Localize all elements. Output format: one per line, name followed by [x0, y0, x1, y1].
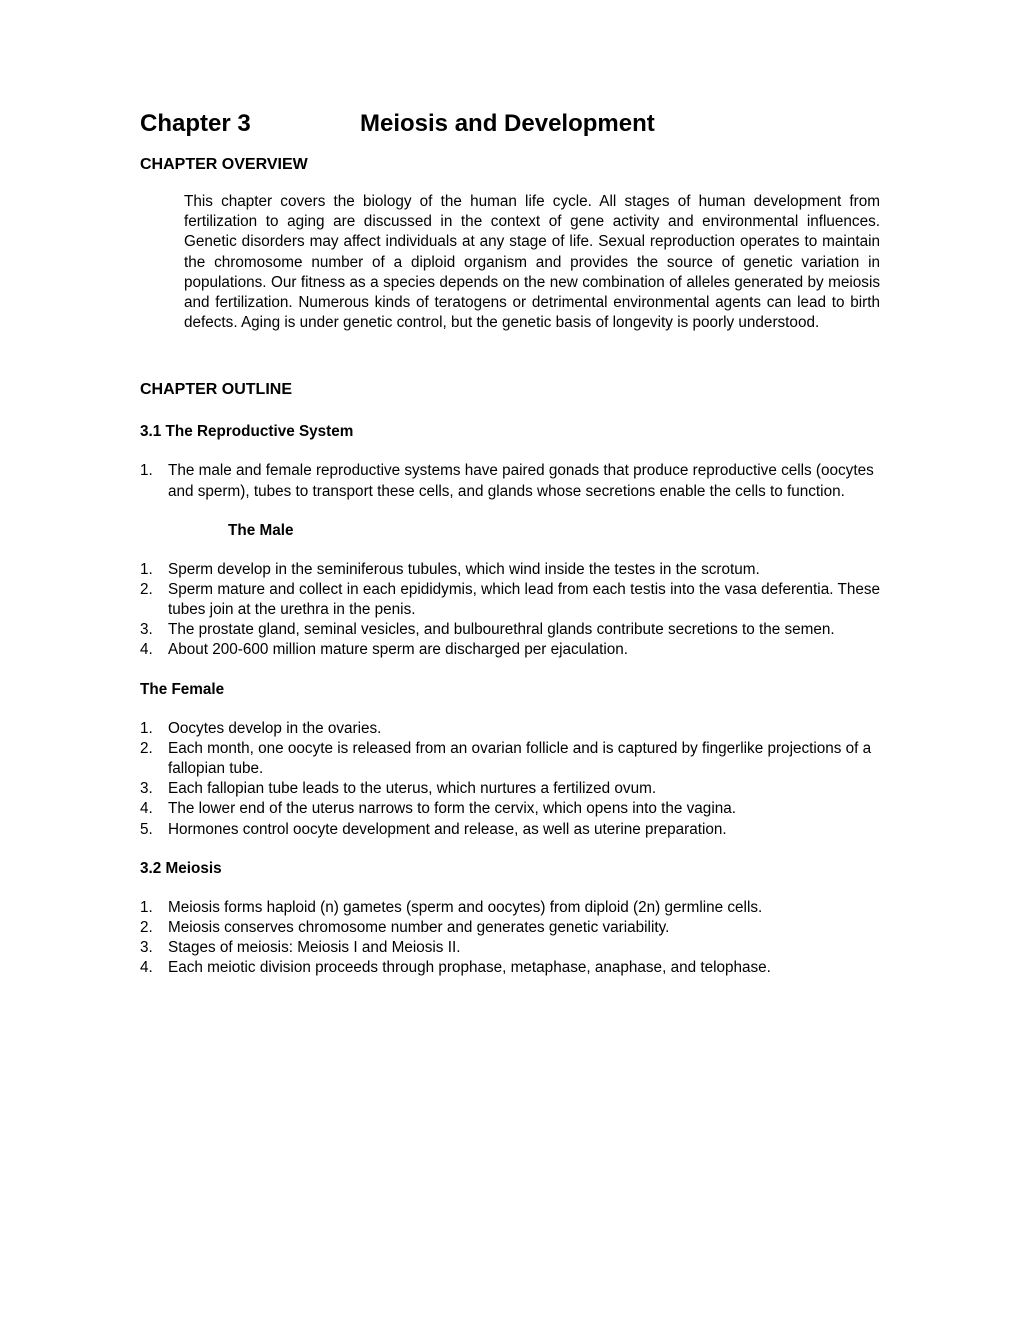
item-number: 2.: [140, 580, 160, 600]
subsection-title: 3.2 Meiosis: [140, 860, 880, 878]
item-number: 3.: [140, 779, 160, 799]
outline-item: 3.Stages of meiosis: Meiosis I and Meios…: [140, 938, 880, 958]
outline-item: 2.Meiosis conserves chromosome number an…: [140, 918, 880, 938]
outline-list: 1.Sperm develop in the seminiferous tubu…: [140, 560, 880, 661]
chapter-name: Meiosis and Development: [360, 110, 655, 137]
outline-list: 1.Oocytes develop in the ovaries.2.Each …: [140, 719, 880, 840]
outline-item: 1.Oocytes develop in the ovaries.: [140, 719, 880, 739]
outline-item: 4.The lower end of the uterus narrows to…: [140, 799, 880, 819]
item-number: 3.: [140, 620, 160, 640]
subsection-subheading: The Male: [228, 522, 880, 540]
overview-heading: CHAPTER OVERVIEW: [140, 156, 880, 174]
item-number: 5.: [140, 820, 160, 840]
outline-list: 1.The male and female reproductive syste…: [140, 461, 880, 501]
outline-item: 1.Sperm develop in the seminiferous tubu…: [140, 560, 880, 580]
item-number: 3.: [140, 938, 160, 958]
subsection-subheading: The Female: [140, 681, 880, 699]
item-number: 2.: [140, 739, 160, 759]
outline-item: 1.Meiosis forms haploid (n) gametes (spe…: [140, 898, 880, 918]
outline-item: 4.Each meiotic division proceeds through…: [140, 958, 880, 978]
item-number: 1.: [140, 719, 160, 739]
item-number: 1.: [140, 898, 160, 918]
item-number: 4.: [140, 958, 160, 978]
item-number: 1.: [140, 560, 160, 580]
outline-item: 1.The male and female reproductive syste…: [140, 461, 880, 501]
outline-item: 3.The prostate gland, seminal vesicles, …: [140, 620, 880, 640]
outline-item: 3.Each fallopian tube leads to the uteru…: [140, 779, 880, 799]
outline-heading: CHAPTER OUTLINE: [140, 381, 880, 399]
chapter-number: Chapter 3: [140, 110, 360, 138]
overview-text: This chapter covers the biology of the h…: [184, 192, 880, 333]
item-number: 4.: [140, 640, 160, 660]
outline-container: 3.1 The Reproductive System 1.The male an…: [140, 423, 880, 978]
outline-item: 2.Each month, one oocyte is released fro…: [140, 739, 880, 779]
outline-item: 5.Hormones control oocyte development an…: [140, 820, 880, 840]
item-number: 1.: [140, 461, 160, 481]
item-number: 4.: [140, 799, 160, 819]
outline-item: 2.Sperm mature and collect in each epidi…: [140, 580, 880, 620]
item-number: 2.: [140, 918, 160, 938]
outline-item: 4.About 200-600 million mature sperm are…: [140, 640, 880, 660]
chapter-title: Chapter 3Meiosis and Development: [140, 110, 880, 138]
outline-list: 1.Meiosis forms haploid (n) gametes (spe…: [140, 898, 880, 979]
subsection-title: 3.1 The Reproductive System: [140, 423, 880, 441]
